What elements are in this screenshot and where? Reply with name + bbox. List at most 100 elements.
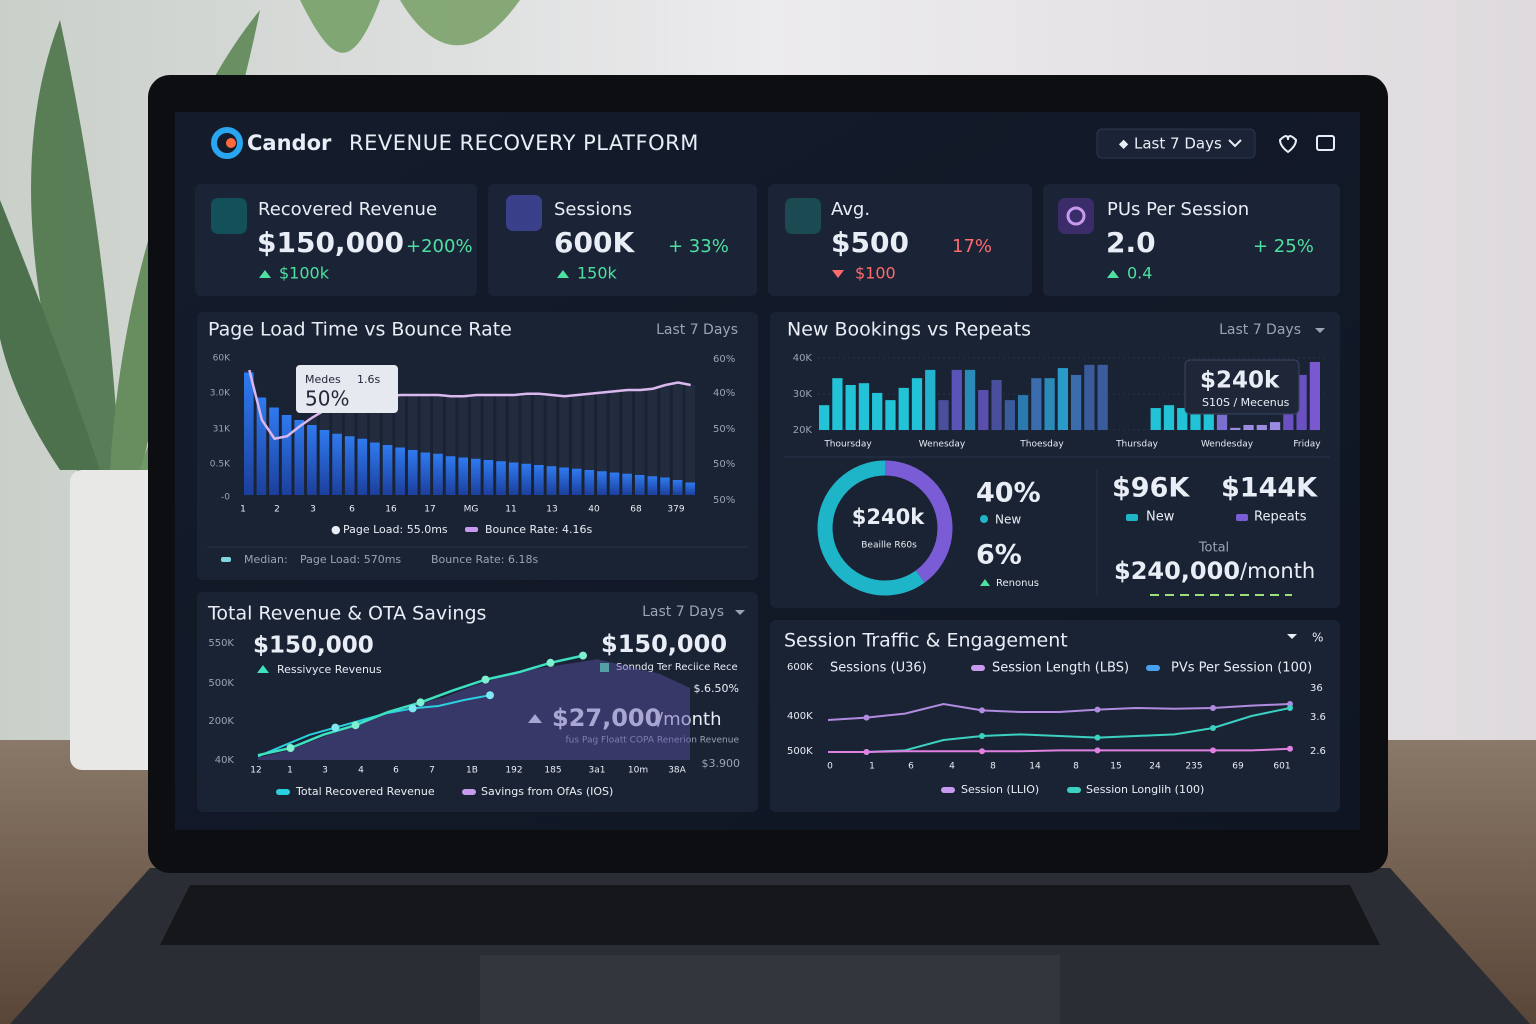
axis-label: 68 xyxy=(630,505,642,515)
bar xyxy=(1177,408,1188,430)
axis-label: 3 xyxy=(310,505,316,515)
axis-label: 1 xyxy=(287,766,293,776)
axis-label: 235 xyxy=(1185,762,1202,772)
bar xyxy=(911,378,923,430)
legend-dot: ● xyxy=(331,523,341,536)
total-label: Total xyxy=(1198,541,1229,556)
bar xyxy=(1004,400,1015,430)
plant-pot xyxy=(70,470,160,770)
point xyxy=(979,707,985,714)
stat-value: $96K xyxy=(1112,473,1190,504)
bar xyxy=(1084,364,1095,430)
chevron xyxy=(1287,634,1297,639)
bar xyxy=(885,400,896,430)
point xyxy=(1210,705,1216,711)
axis-label: Thoesday xyxy=(1019,440,1064,450)
point xyxy=(546,658,555,667)
trend-arrow xyxy=(528,714,542,723)
point xyxy=(416,698,425,707)
bounce-shade xyxy=(521,393,532,495)
axis-label: 0 xyxy=(827,762,833,772)
axis-label: Friday xyxy=(1293,440,1321,450)
bar xyxy=(420,452,431,495)
unit-toggle[interactable]: % xyxy=(1312,631,1323,645)
point xyxy=(486,691,494,700)
axis-label: 8 xyxy=(1073,762,1079,772)
bounce-shade xyxy=(496,395,506,495)
point xyxy=(1094,706,1101,713)
stat-label: fus Pag Floatt COPA Renerion Revenue xyxy=(566,736,740,746)
bar xyxy=(559,467,569,495)
bar xyxy=(344,436,355,495)
bar xyxy=(521,463,532,495)
kpi-change: 17% xyxy=(952,236,992,257)
axis-label: 31K xyxy=(213,425,231,435)
stat-pct: 6% xyxy=(976,540,1022,571)
y-tick-label: 500K xyxy=(208,678,234,689)
tooltip-value: 50% xyxy=(305,387,349,411)
axis-label: 69 xyxy=(1232,762,1244,772)
heart-icon[interactable] xyxy=(1278,135,1298,154)
y-tick-label: 40K xyxy=(793,353,813,364)
bar xyxy=(471,458,481,495)
tooltip xyxy=(296,365,398,413)
keyboard xyxy=(160,885,1380,945)
point xyxy=(1094,734,1101,741)
axis-label: 38A xyxy=(668,766,686,776)
panel-range[interactable]: Last 7 Days xyxy=(656,322,738,338)
stat-value: $150,000 xyxy=(253,633,374,659)
point xyxy=(1287,705,1293,711)
legend-label: Session Length (LBS) xyxy=(992,661,1129,676)
legend-swatch xyxy=(1146,665,1160,671)
bar xyxy=(991,379,1002,430)
kpi-icon xyxy=(211,198,247,234)
axis-label: 4 xyxy=(358,766,364,776)
axis-label: 50% xyxy=(713,424,735,435)
point xyxy=(979,748,985,755)
tooltip-label: S10S / Mecenus xyxy=(1202,396,1290,409)
bounce-shade xyxy=(609,391,620,495)
legend-label: Page Load: 55.0ms xyxy=(343,523,448,536)
range-dropdown[interactable] xyxy=(1096,128,1256,159)
bar xyxy=(647,476,658,495)
axis-label: 4 xyxy=(949,762,955,772)
legend-label: Total Recovered Revenue xyxy=(295,785,435,798)
bar xyxy=(1269,422,1281,430)
kpi-icon xyxy=(785,198,821,234)
point xyxy=(351,721,360,730)
screen-icon[interactable] xyxy=(1316,135,1335,151)
bar xyxy=(1017,395,1029,430)
axis-label: 12 xyxy=(250,766,261,776)
trackpad xyxy=(480,955,1060,1024)
bar xyxy=(433,453,443,495)
tooltip xyxy=(1184,359,1300,415)
bar xyxy=(819,405,830,430)
bounce-shade xyxy=(660,385,670,495)
stat-label: Ressivyce Revenus xyxy=(277,663,382,676)
panel-range[interactable]: Last 7 Days xyxy=(642,604,724,620)
donut-center: $240k xyxy=(852,505,925,529)
legend-swatch xyxy=(971,665,985,671)
bounce-shade xyxy=(483,395,494,495)
stat-value: $150,000 xyxy=(601,630,727,658)
bar xyxy=(609,472,620,495)
axis-label: 1B xyxy=(466,766,478,776)
point xyxy=(481,675,490,684)
y-tick-label: 30K xyxy=(793,389,813,400)
axis-label: 3.0K xyxy=(210,389,231,399)
bounce-shade xyxy=(647,388,658,495)
bar xyxy=(1057,368,1068,430)
bar xyxy=(370,442,380,495)
bar xyxy=(382,445,393,495)
panel-title: Total Revenue & OTA Savings xyxy=(207,603,486,625)
axis-label: 0.5K xyxy=(210,460,231,470)
kpi-change: +200% xyxy=(406,236,473,257)
kpi-icon xyxy=(506,195,542,231)
range-label: Last 7 Days xyxy=(1134,135,1222,153)
panel-range[interactable]: Last 7 Days xyxy=(1219,322,1301,338)
chevron xyxy=(1228,139,1242,148)
axis-label: 6 xyxy=(908,762,914,772)
axis-label: Wendesday xyxy=(1201,440,1254,450)
point xyxy=(286,744,295,752)
bounce-shade xyxy=(622,390,632,495)
